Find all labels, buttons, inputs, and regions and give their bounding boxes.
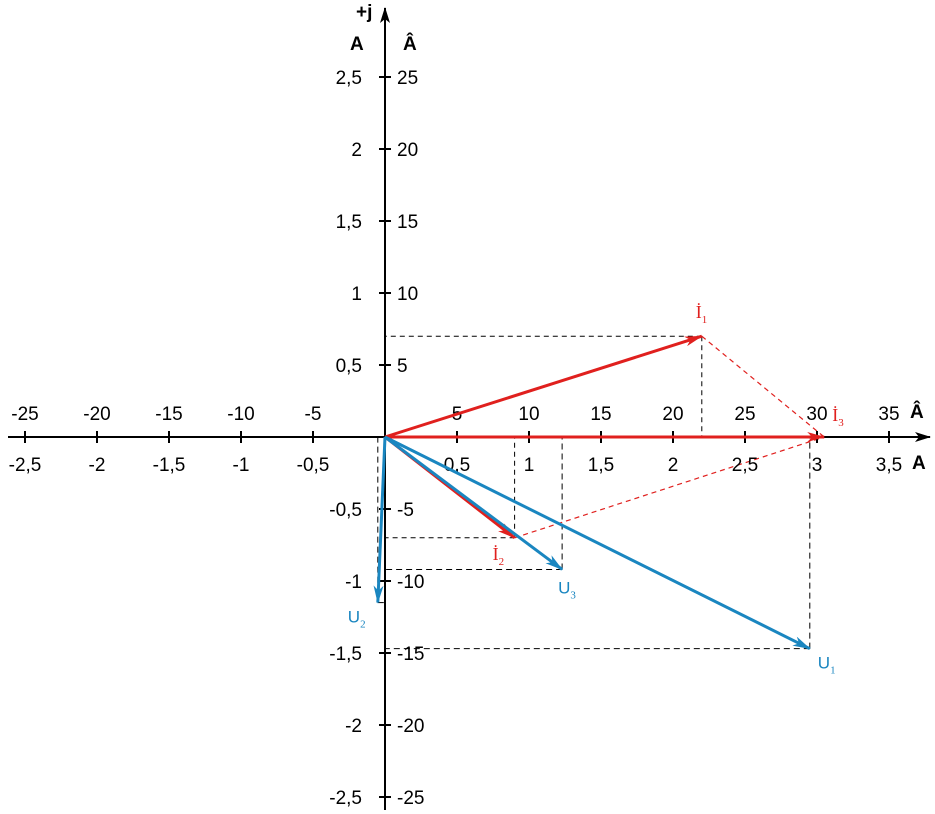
x-tick-label-eff: 2 [668, 455, 679, 476]
real-top-unit-label: Â [910, 401, 924, 423]
x-tick-label-ampl: 35 [878, 404, 899, 425]
x-tick-label-eff: -2,5 [9, 455, 42, 476]
y-tick-label-ampl: -15 [397, 644, 424, 665]
vector-label-u2: U2 [348, 608, 366, 631]
y-tick-label-ampl: 5 [397, 356, 408, 377]
y-tick-label-eff: -0,5 [329, 500, 362, 521]
vector-label-i3: İ3 [832, 405, 844, 429]
y-tick-label-ampl: 20 [397, 140, 418, 161]
x-tick-label-ampl: -15 [155, 404, 182, 425]
vector-label-i1: İ1 [696, 302, 708, 326]
y-tick-label-eff: 1,5 [336, 212, 362, 233]
x-tick-label-eff: 3 [812, 455, 823, 476]
x-tick-label-ampl: -25 [11, 404, 38, 425]
y-tick-label-ampl: -5 [397, 500, 414, 521]
y-tick-label-ampl: 10 [397, 284, 418, 305]
x-tick-label-ampl: -10 [227, 404, 254, 425]
y-tick-label-eff: 2 [351, 140, 362, 161]
y-tick-label-eff: 0,5 [336, 356, 362, 377]
y-tick-label-eff: -2,5 [329, 788, 362, 809]
x-tick-label-eff: 3,5 [876, 455, 902, 476]
vector-label-i2: İ2 [493, 544, 505, 568]
x-tick-label-eff: -0,5 [297, 455, 330, 476]
vector-u2 [373, 436, 387, 604]
axis-ticks: -25 -2,5 -20 -2 -15 -1,5 -10 -1 -5 -0,5 5 0,5 10 1 15 1… [9, 68, 903, 809]
x-tick-label-eff: -1 [233, 455, 250, 476]
sum-construction-line [514, 436, 825, 539]
y-tick-label-eff: 2,5 [336, 68, 362, 89]
phasor-vectors: İ1 İ2 İ3 U1 U2 U3 [348, 302, 844, 676]
vector-u1 [384, 435, 811, 651]
x-tick-label-eff: -1,5 [153, 455, 186, 476]
x-tick-label-eff: -2 [89, 455, 106, 476]
x-tick-label-ampl: 20 [662, 404, 683, 425]
y-tick-label-ampl: -20 [397, 716, 424, 737]
x-tick-label-eff: 2,5 [732, 455, 758, 476]
y-tick-label-ampl: -25 [397, 788, 424, 809]
x-tick-label-ampl: 15 [590, 404, 611, 425]
vector-i1 [384, 334, 703, 439]
x-tick-label-eff: 1,5 [588, 455, 614, 476]
vector-label-u1: U1 [818, 654, 836, 677]
real-bottom-unit-label: A [912, 453, 926, 474]
left-unit-label: A [350, 34, 364, 55]
y-tick-label-ampl: 25 [397, 68, 418, 89]
y-tick-label-ampl: 15 [397, 212, 418, 233]
x-tick-label-ampl: -5 [305, 404, 322, 425]
vector-label-u3: U3 [558, 578, 576, 601]
y-tick-label-ampl: -10 [397, 572, 424, 593]
right-unit-label: Â [403, 33, 417, 55]
y-tick-label-eff: -1 [345, 572, 362, 593]
imaginary-axis-title: +j [356, 2, 372, 23]
x-tick-label-eff: 1 [524, 455, 535, 476]
vector-sum-lines [514, 335, 825, 539]
y-tick-label-eff: 1 [351, 284, 362, 305]
vector-u3 [384, 435, 564, 571]
x-tick-label-ampl: 10 [518, 404, 539, 425]
y-tick-label-eff: -2 [345, 716, 362, 737]
x-tick-label-ampl: 25 [734, 404, 755, 425]
y-tick-label-eff: -1,5 [329, 644, 362, 665]
projection-lines [377, 335, 811, 650]
x-tick-label-ampl: -20 [83, 404, 110, 425]
x-tick-label-ampl: 30 [806, 404, 827, 425]
